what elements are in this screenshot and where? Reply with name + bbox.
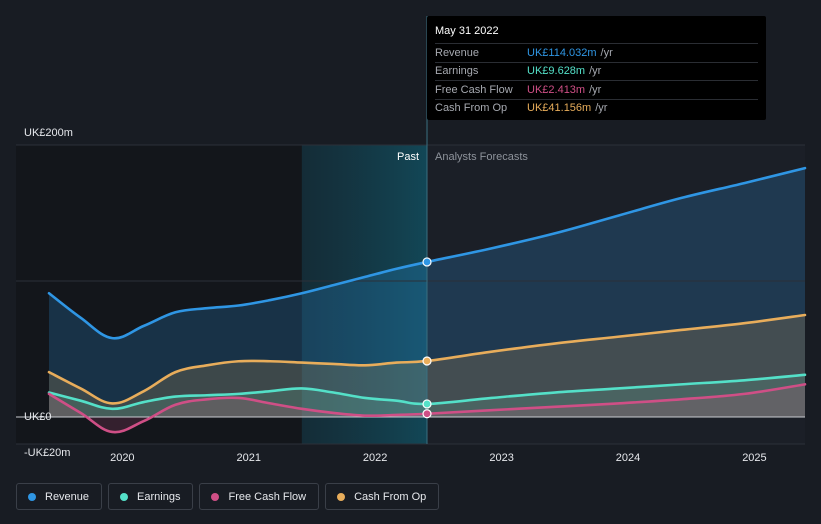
tooltip-value: UK£114.032m: [527, 46, 597, 59]
tooltip-unit: /yr: [600, 46, 613, 59]
tooltip-label: Free Cash Flow: [435, 83, 513, 96]
legend-label: Revenue: [45, 490, 90, 503]
tooltip-label: Revenue: [435, 46, 480, 59]
area-free-cash-flow: [49, 384, 805, 433]
tooltip-value: UK£9.628m: [527, 65, 586, 78]
legend-dot-icon: [337, 492, 346, 501]
legend-label: Free Cash Flow: [228, 490, 307, 503]
legend-item-free-cash-flow[interactable]: Free Cash Flow: [199, 483, 320, 510]
tooltip-unit: /yr: [589, 83, 602, 96]
area-earnings: [49, 374, 805, 417]
x-tick-label: 2024: [616, 452, 640, 464]
point-earnings: [422, 399, 432, 409]
legend-label: Earnings: [137, 490, 181, 503]
x-tick-label: 2023: [489, 452, 513, 464]
tooltip-label: Earnings: [435, 65, 479, 78]
y-tick-label: UK£200m: [24, 127, 73, 139]
line-cash-from-op: [47, 313, 807, 405]
tooltip-row-earnings: Earnings UK£9.628m /yr: [435, 61, 758, 81]
line-revenue: [47, 166, 807, 340]
line-earnings: [47, 373, 807, 411]
legend-item-revenue[interactable]: Revenue: [16, 483, 103, 510]
legend: Revenue Earnings Free Cash Flow Cash Fro…: [16, 483, 440, 510]
line-free-cash-flow: [47, 383, 807, 434]
tooltip-unit: /yr: [595, 102, 608, 115]
point-free-cash-flow: [422, 409, 432, 419]
forecast-label: Analysts Forecasts: [435, 151, 528, 163]
past-region: [16, 145, 302, 444]
legend-item-earnings[interactable]: Earnings: [108, 483, 194, 510]
y-tick-label: -UK£20m: [24, 447, 70, 459]
point-revenue: [422, 257, 432, 267]
legend-dot-icon: [211, 492, 220, 501]
legend-item-cash-from-op[interactable]: Cash From Op: [325, 483, 440, 510]
tooltip-label: Cash From Op: [435, 102, 508, 115]
x-tick-label: 2022: [363, 452, 387, 464]
legend-dot-icon: [28, 492, 36, 501]
y-tick-label: UK£0: [24, 411, 52, 423]
point-cash-from-op: [422, 356, 432, 366]
x-tick-label: 2025: [742, 452, 766, 464]
tooltip-value: UK£41.156m: [527, 102, 592, 115]
x-tick-label: 2021: [237, 452, 261, 464]
highlight-region: [301, 145, 427, 444]
x-tick-label: 2020: [110, 452, 134, 464]
legend-label: Cash From Op: [354, 490, 427, 503]
tooltip-value: UK£2.413m: [527, 83, 586, 96]
tooltip-row-cash-from-op: Cash From Op UK£41.156m /yr: [435, 98, 758, 118]
past-label: Past: [397, 151, 419, 163]
tooltip-row-free-cash-flow: Free Cash Flow UK£2.413m /yr: [435, 80, 758, 99]
tooltip-unit: /yr: [589, 65, 602, 78]
legend-dot-icon: [120, 492, 129, 501]
tooltip-date: May 31 2022: [435, 25, 499, 37]
tooltip: May 31 2022 Revenue UK£114.032m /yr Earn…: [427, 16, 766, 120]
tooltip-row-revenue: Revenue UK£114.032m /yr: [435, 43, 758, 62]
